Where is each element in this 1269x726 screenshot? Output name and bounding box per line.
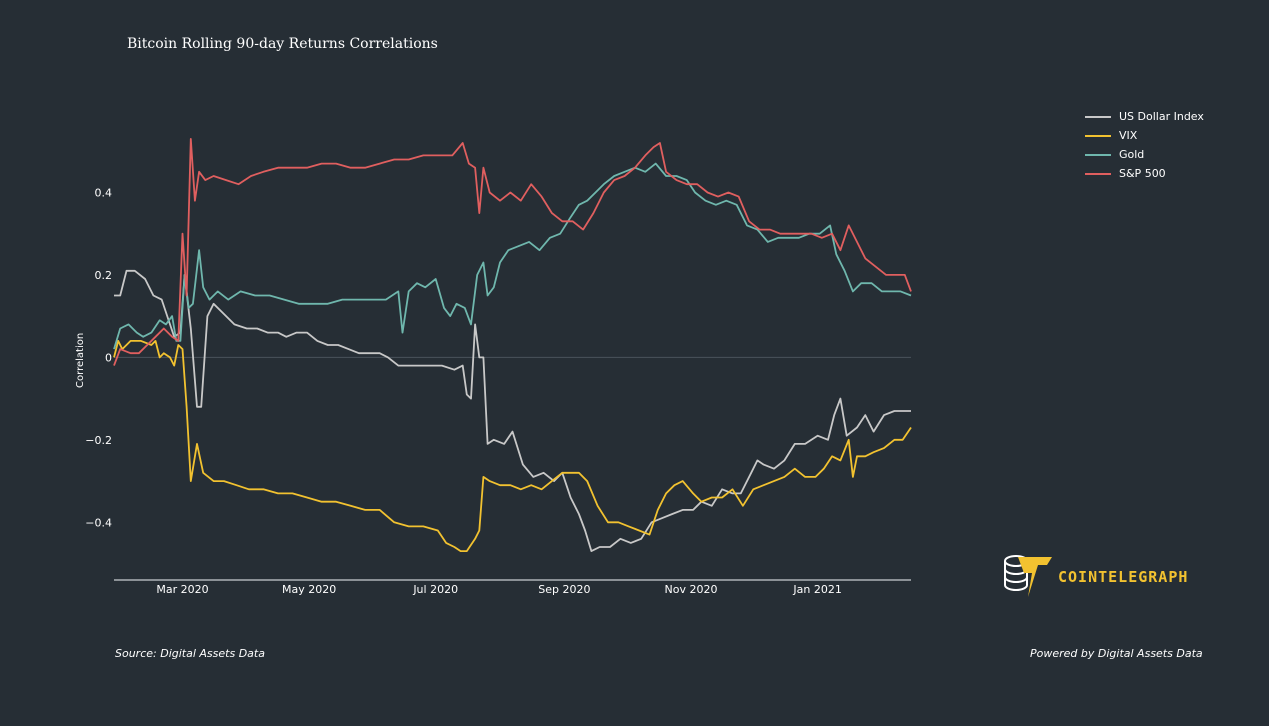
legend-swatch <box>1085 172 1111 175</box>
x-tick-label: Sep 2020 <box>538 583 590 596</box>
x-axis-ticks: Mar 2020 May 2020 Jul 2020 Sep 2020 Nov 2020… <box>156 583 841 596</box>
series-line-gold <box>113 162 912 350</box>
legend-label: VIX <box>1119 129 1138 142</box>
y-axis-ticks: 0.4 0.2 0 −0.2 −0.4 <box>85 186 112 529</box>
legend: US Dollar Index VIX Gold S&P 500 <box>1085 107 1204 183</box>
legend-label: US Dollar Index <box>1119 110 1204 123</box>
y-tick-label: 0.4 <box>95 186 113 199</box>
legend-label: Gold <box>1119 148 1145 161</box>
series-layer <box>113 137 912 552</box>
source-note: Source: Digital Assets Data <box>115 647 265 660</box>
x-tick-label: Jan 2021 <box>792 583 841 596</box>
legend-item[interactable]: Gold <box>1085 145 1204 164</box>
y-tick-label: 0 <box>105 351 112 364</box>
y-tick-label: 0.2 <box>95 269 113 282</box>
legend-swatch <box>1085 153 1111 156</box>
y-tick-label: −0.2 <box>85 434 112 447</box>
series-line-s-p-500 <box>113 137 912 366</box>
x-tick-label: Nov 2020 <box>665 583 718 596</box>
y-tick-label: −0.4 <box>85 516 112 529</box>
legend-label: S&P 500 <box>1119 167 1166 180</box>
legend-item[interactable]: US Dollar Index <box>1085 107 1204 126</box>
brand-logo-text: COINTELEGRAPH <box>1058 568 1189 586</box>
brand-logo: COINTELEGRAPH <box>1002 553 1188 601</box>
legend-swatch <box>1085 134 1111 137</box>
legend-item[interactable]: VIX <box>1085 126 1204 145</box>
series-line-us-dollar-index <box>114 269 911 552</box>
legend-swatch <box>1085 115 1111 118</box>
y-axis-label: Correlation <box>75 333 86 388</box>
x-tick-label: May 2020 <box>282 583 336 596</box>
coin-stack-lightning-icon <box>1004 555 1052 597</box>
powered-by-note: Powered by Digital Assets Data <box>1030 647 1203 660</box>
x-tick-label: Jul 2020 <box>412 583 458 596</box>
series-line-vix <box>113 339 912 552</box>
legend-item[interactable]: S&P 500 <box>1085 164 1204 183</box>
chart-title: Bitcoin Rolling 90-day Returns Correlati… <box>127 36 438 52</box>
x-tick-label: Mar 2020 <box>156 583 208 596</box>
